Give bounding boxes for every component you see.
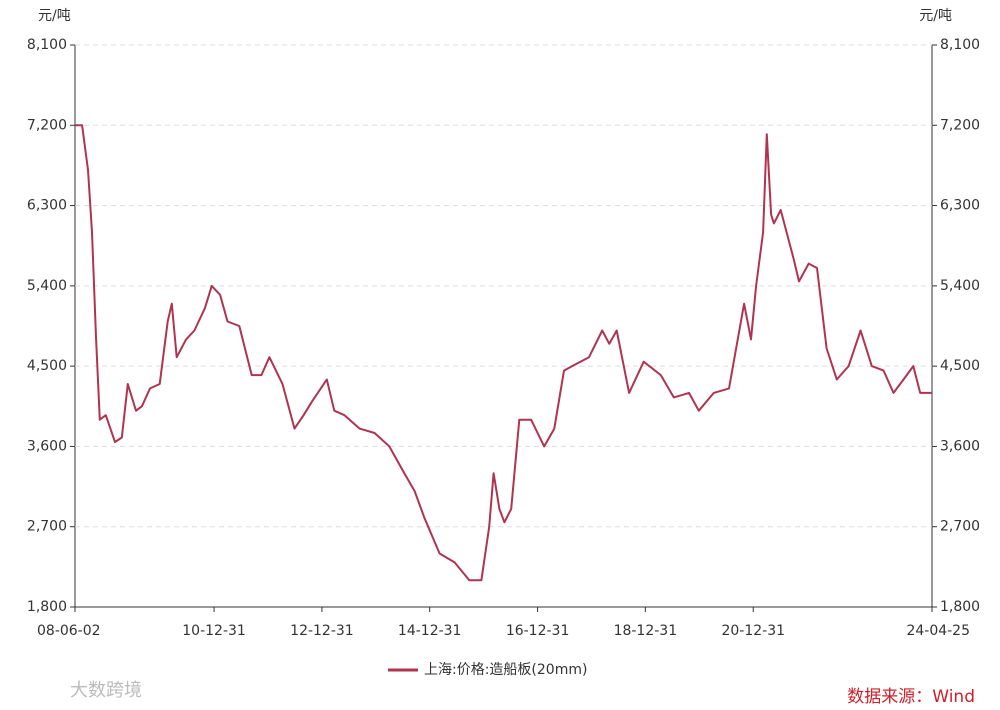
y-tick-label: 1,800 — [27, 599, 67, 615]
y-unit-left: 元/吨 — [38, 8, 71, 24]
x-tick-label: 08-06-02 — [37, 623, 101, 639]
y2-tick-label: 3,600 — [940, 438, 980, 454]
watermark: 大数跨境 — [70, 680, 142, 701]
x-tick-label: 10-12-31 — [182, 623, 246, 639]
x-tick-label: 24-04-25 — [906, 623, 970, 639]
x-tick-label: 20-12-31 — [721, 623, 785, 639]
y-tick-label: 2,700 — [27, 519, 67, 535]
y2-tick-label: 7,200 — [940, 117, 980, 133]
x-tick-label: 18-12-31 — [614, 623, 678, 639]
y-tick-label: 5,400 — [27, 278, 67, 294]
y2-tick-label: 6,300 — [940, 198, 980, 214]
x-tick-label: 16-12-31 — [506, 623, 570, 639]
y-tick-label: 4,500 — [27, 358, 67, 374]
y-tick-label: 3,600 — [27, 438, 67, 454]
y2-tick-label: 5,400 — [940, 278, 980, 294]
y2-tick-label: 1,800 — [940, 599, 980, 615]
source: 数据来源：Wind — [847, 687, 975, 707]
y2-tick-label: 4,500 — [940, 358, 980, 374]
y-tick-label: 8,100 — [27, 37, 67, 53]
y-tick-label: 6,300 — [27, 198, 67, 214]
x-tick-label: 12-12-31 — [290, 623, 354, 639]
legend-label: 上海:价格:造船板(20mm) — [424, 662, 587, 678]
x-tick-label: 14-12-31 — [398, 623, 462, 639]
y-tick-label: 7,200 — [27, 117, 67, 133]
y2-tick-label: 8,100 — [940, 37, 980, 53]
y-unit-right: 元/吨 — [919, 8, 952, 24]
y2-tick-label: 2,700 — [940, 519, 980, 535]
series-line — [75, 124, 932, 582]
